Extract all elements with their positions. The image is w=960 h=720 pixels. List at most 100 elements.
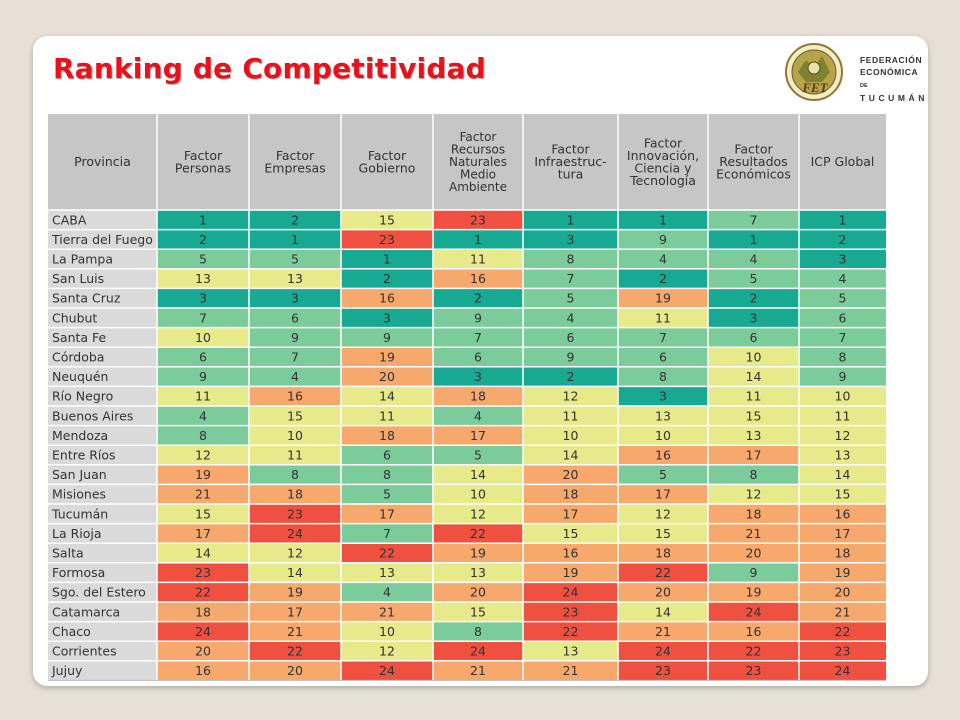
rank-value: 19 bbox=[195, 467, 211, 482]
rank-value: 15 bbox=[563, 526, 579, 541]
rank-value: 18 bbox=[563, 487, 579, 502]
rank-cell bbox=[618, 660, 708, 681]
rank-value: 11 bbox=[379, 408, 395, 423]
column-header-line: Provincia bbox=[74, 154, 131, 169]
rank-value: 7 bbox=[291, 350, 299, 365]
province-label: Mendoza bbox=[52, 428, 108, 443]
rank-value: 12 bbox=[835, 428, 851, 443]
rank-cell bbox=[523, 366, 618, 387]
rank-value: 15 bbox=[379, 212, 395, 227]
rank-value: 6 bbox=[474, 350, 482, 365]
rank-value: 20 bbox=[835, 585, 851, 600]
rank-value: 13 bbox=[655, 408, 671, 423]
rank-cell bbox=[341, 641, 433, 661]
rank-cell bbox=[249, 229, 341, 250]
rank-cell bbox=[249, 504, 341, 524]
rank-cell bbox=[618, 210, 708, 230]
rank-value: 1 bbox=[199, 212, 207, 227]
rank-cell bbox=[341, 249, 433, 269]
rank-value: 21 bbox=[287, 624, 303, 639]
column-header: ICP Global bbox=[811, 154, 875, 169]
rank-cell bbox=[799, 484, 886, 504]
rank-cell bbox=[618, 504, 708, 524]
rank-value: 12 bbox=[287, 546, 303, 561]
column-header: Factor Empresas bbox=[264, 148, 325, 176]
rank-value: 1 bbox=[291, 232, 299, 247]
rank-cell bbox=[157, 621, 249, 642]
rank-cell bbox=[249, 268, 341, 289]
rank-value: 7 bbox=[199, 310, 207, 325]
rank-cell bbox=[249, 406, 341, 426]
rank-cell bbox=[341, 229, 433, 250]
rank-value: 17 bbox=[746, 448, 762, 463]
rank-value: 17 bbox=[470, 428, 486, 443]
province-label: San Juan bbox=[52, 467, 107, 482]
logo-line-2: ECONÓMICA DE bbox=[860, 67, 918, 89]
column-header-line: Infraestruc- bbox=[534, 154, 606, 169]
rank-cell bbox=[799, 562, 886, 583]
rank-cell bbox=[157, 386, 249, 406]
rank-value: 13 bbox=[470, 565, 486, 580]
rank-value: 10 bbox=[746, 350, 762, 365]
rank-value: 20 bbox=[563, 467, 579, 482]
rank-value: 16 bbox=[746, 624, 762, 639]
rank-value: 10 bbox=[470, 487, 486, 502]
rank-value: 15 bbox=[470, 604, 486, 619]
rank-cell bbox=[708, 347, 799, 367]
rank-cell bbox=[249, 464, 341, 485]
rank-cell bbox=[799, 660, 886, 681]
rank-cell bbox=[799, 445, 886, 465]
rank-cell bbox=[341, 484, 433, 504]
rank-value: 8 bbox=[383, 467, 391, 482]
rank-value: 16 bbox=[195, 663, 211, 678]
rank-value: 24 bbox=[835, 663, 851, 678]
rank-value: 7 bbox=[750, 212, 758, 227]
rank-value: 12 bbox=[379, 644, 395, 659]
rank-value: 5 bbox=[567, 291, 575, 306]
column-header: Factor Infraestruc-tura bbox=[534, 142, 606, 182]
rank-cell bbox=[249, 660, 341, 681]
row-label-cell bbox=[48, 347, 157, 367]
rank-value: 10 bbox=[379, 624, 395, 639]
column-header-line: Empresas bbox=[264, 160, 325, 175]
rank-cell bbox=[433, 366, 523, 387]
province-label: Formosa bbox=[52, 565, 105, 580]
rank-value: 5 bbox=[659, 467, 667, 482]
rank-cell bbox=[433, 308, 523, 328]
rank-cell bbox=[799, 210, 886, 230]
row-label-cell bbox=[48, 464, 157, 485]
rank-cell bbox=[523, 327, 618, 348]
rank-cell bbox=[708, 660, 799, 681]
province-label: La Pampa bbox=[52, 252, 113, 267]
column-header-line: Factor bbox=[460, 130, 497, 144]
rank-value: 21 bbox=[379, 604, 395, 619]
rank-cell bbox=[799, 366, 886, 387]
rank-cell bbox=[799, 523, 886, 544]
column-header-line: Factor bbox=[276, 148, 315, 163]
rank-value: 4 bbox=[291, 369, 299, 384]
rank-value: 4 bbox=[199, 408, 207, 423]
rank-value: 2 bbox=[659, 271, 667, 286]
rank-cell bbox=[523, 288, 618, 308]
rank-cell bbox=[341, 504, 433, 524]
row-label-cell bbox=[48, 229, 157, 250]
rank-cell bbox=[708, 327, 799, 348]
rank-cell bbox=[157, 249, 249, 269]
column-header-line: Naturales bbox=[449, 155, 507, 169]
province-label: Buenos Aires bbox=[52, 408, 133, 423]
rank-cell bbox=[433, 210, 523, 230]
rank-value: 1 bbox=[383, 252, 391, 267]
rank-value: 3 bbox=[839, 252, 847, 267]
rank-cell bbox=[249, 484, 341, 504]
rank-cell bbox=[523, 641, 618, 661]
rank-value: 17 bbox=[835, 526, 851, 541]
rank-cell bbox=[618, 327, 708, 348]
rank-value: 2 bbox=[291, 212, 299, 227]
rank-cell bbox=[523, 229, 618, 250]
rank-value: 15 bbox=[835, 487, 851, 502]
rank-value: 16 bbox=[835, 506, 851, 521]
column-header: Factor Resultados Económicos bbox=[716, 142, 791, 182]
rank-value: 19 bbox=[655, 291, 671, 306]
rank-cell bbox=[618, 249, 708, 269]
rank-value: 2 bbox=[199, 232, 207, 247]
